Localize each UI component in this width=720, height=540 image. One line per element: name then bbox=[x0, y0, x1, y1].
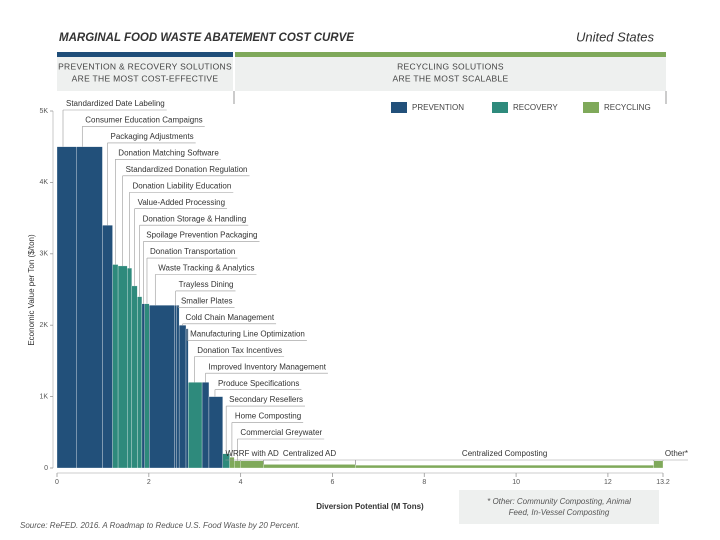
bar bbox=[149, 305, 175, 469]
y-tick-label: 3K bbox=[39, 251, 48, 258]
solution-label: Donation Transportation bbox=[150, 247, 235, 256]
solution-label: Secondary Resellers bbox=[229, 395, 303, 404]
solution-label: Consumer Education Campaigns bbox=[85, 116, 202, 125]
y-tick-label: 1K bbox=[39, 393, 48, 400]
solution-label: Other* bbox=[665, 449, 688, 458]
banner-bar bbox=[57, 52, 233, 57]
bar bbox=[355, 464, 654, 469]
source: Source: ReFED. 2016. A Roadmap to Reduce… bbox=[20, 521, 300, 530]
bar bbox=[56, 146, 77, 469]
footnote-box bbox=[459, 490, 659, 524]
bar bbox=[144, 303, 150, 469]
solution-label: Manufacturing Line Optimization bbox=[190, 329, 305, 338]
footnote: * Other: Community Composting, Animal bbox=[487, 497, 631, 506]
banner-box bbox=[235, 57, 666, 91]
bar bbox=[208, 396, 223, 469]
bar bbox=[76, 146, 103, 469]
bar bbox=[653, 460, 664, 469]
bar bbox=[185, 328, 189, 469]
bar bbox=[174, 305, 177, 469]
solution-label: Value-Added Processing bbox=[138, 198, 225, 207]
banner-bar bbox=[235, 52, 666, 57]
bar bbox=[188, 382, 203, 469]
bar bbox=[176, 305, 180, 469]
y-tick-label: 5K bbox=[39, 108, 48, 115]
y-tick-label: 4K bbox=[39, 179, 48, 186]
banner-text: PREVENTION & RECOVERY SOLUTIONS bbox=[58, 61, 232, 71]
x-tick-label: 10 bbox=[512, 479, 520, 486]
legend-label: PREVENTION bbox=[412, 103, 464, 112]
bar bbox=[137, 296, 143, 469]
solution-label: Donation Liability Education bbox=[133, 181, 232, 190]
solution-label: Donation Tax Incentives bbox=[197, 346, 282, 355]
x-tick-label: 8 bbox=[422, 479, 426, 486]
y-tick-label: 0 bbox=[44, 465, 48, 472]
bar bbox=[178, 325, 187, 469]
chart-title: MARGINAL FOOD WASTE ABATEMENT COST CURVE bbox=[59, 32, 354, 44]
solution-label: Donation Storage & Handling bbox=[143, 214, 247, 223]
legend-swatch bbox=[583, 102, 599, 113]
banner-text: ARE THE MOST COST-EFFECTIVE bbox=[72, 73, 219, 83]
solution-label: Produce Specifications bbox=[218, 379, 299, 388]
solution-label: Spoilage Prevention Packaging bbox=[146, 231, 257, 240]
x-tick-label: 6 bbox=[331, 479, 335, 486]
legend-swatch bbox=[391, 102, 407, 113]
x-tick-label: 4 bbox=[239, 479, 243, 486]
bar bbox=[131, 285, 138, 469]
bar bbox=[201, 382, 210, 469]
x-tick-label: 0 bbox=[55, 479, 59, 486]
bar bbox=[102, 225, 113, 469]
region: United States bbox=[576, 29, 655, 44]
solution-label: Smaller Plates bbox=[181, 297, 233, 306]
solution-label: WRRF with AD bbox=[225, 449, 279, 458]
solution-label: Waste Tracking & Analytics bbox=[158, 264, 254, 273]
solution-label: Home Composting bbox=[235, 412, 301, 421]
bar bbox=[127, 267, 132, 469]
bar bbox=[112, 264, 119, 469]
legend-swatch bbox=[492, 102, 508, 113]
banner-box bbox=[57, 57, 233, 91]
bar bbox=[117, 265, 128, 469]
solution-label: Trayless Dining bbox=[179, 280, 234, 289]
y-axis-title: Economic Value per Ton ($/ton) bbox=[27, 234, 36, 346]
solution-label: Standardized Date Labeling bbox=[66, 99, 165, 108]
solution-label: Centralized Composting bbox=[462, 449, 547, 458]
solution-label: Donation Matching Software bbox=[118, 148, 219, 157]
y-tick-label: 2K bbox=[39, 322, 48, 329]
legend-label: RECYCLING bbox=[604, 103, 651, 112]
solution-label: Improved Inventory Management bbox=[209, 362, 327, 371]
banner-text: RECYCLING SOLUTIONS bbox=[397, 61, 504, 71]
x-tick-label: 13.2 bbox=[656, 479, 670, 486]
bar bbox=[263, 464, 356, 469]
legend-label: RECOVERY bbox=[513, 103, 558, 112]
solution-label: Commercial Greywater bbox=[240, 428, 322, 437]
solution-label: Centralized AD bbox=[283, 449, 337, 458]
solution-label: Standardized Donation Regulation bbox=[126, 165, 248, 174]
x-axis-title: Diversion Potential (M Tons) bbox=[316, 502, 424, 511]
solution-label: Packaging Adjustments bbox=[111, 132, 194, 141]
x-tick-label: 2 bbox=[147, 479, 151, 486]
bar bbox=[141, 303, 145, 469]
banner-text: ARE THE MOST SCALABLE bbox=[392, 73, 508, 83]
solution-label: Cold Chain Management bbox=[186, 313, 275, 322]
bar bbox=[229, 457, 235, 469]
x-tick-label: 12 bbox=[604, 479, 612, 486]
bar bbox=[240, 460, 264, 469]
footnote: Feed, In-Vessel Composting bbox=[509, 508, 610, 517]
bar bbox=[234, 460, 241, 469]
